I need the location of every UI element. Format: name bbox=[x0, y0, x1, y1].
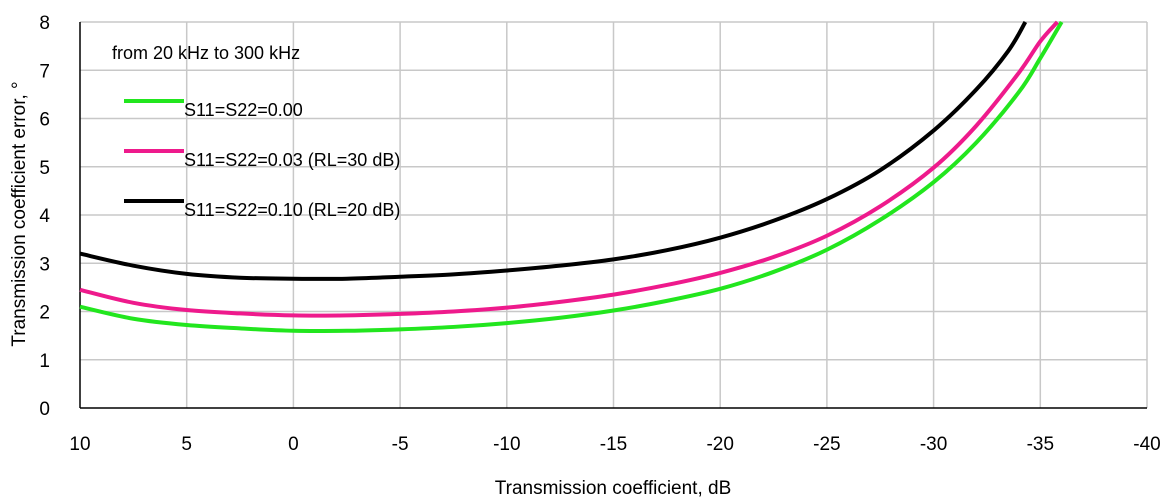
x-tick-label: 10 bbox=[69, 434, 90, 455]
x-tick-label: -10 bbox=[493, 434, 520, 455]
series-s11-s22-0-00-line bbox=[79, 20, 1064, 334]
data-series bbox=[79, 20, 1064, 334]
legend-label-s10: S11=S22=0.10 (RL=20 dB) bbox=[184, 200, 400, 220]
axes bbox=[79, 22, 1147, 409]
y-tick-label: 3 bbox=[39, 254, 50, 275]
legend-label-s00: S11=S22=0.00 bbox=[184, 100, 303, 120]
y-tick-label: 1 bbox=[39, 351, 50, 372]
y-tick-labels: 0 1 2 3 4 5 6 7 8 bbox=[39, 13, 50, 420]
y-tick-label: 6 bbox=[39, 110, 50, 131]
x-tick-label: 5 bbox=[181, 434, 192, 455]
gridlines bbox=[80, 21, 1148, 408]
y-axis-title: Transmission coefficient error, ° bbox=[9, 81, 30, 346]
x-tick-label: -25 bbox=[813, 434, 840, 455]
x-tick-label: 0 bbox=[288, 434, 299, 455]
x-tick-label: -40 bbox=[1133, 434, 1160, 455]
y-tick-label: 0 bbox=[39, 399, 50, 420]
x-tick-label: -5 bbox=[392, 434, 409, 455]
y-tick-label: 2 bbox=[39, 303, 50, 324]
x-tick-label: -20 bbox=[706, 434, 733, 455]
legend: S11=S22=0.00 S11=S22=0.03 (RL=30 dB) S11… bbox=[124, 99, 400, 220]
x-tick-labels: 10 5 0 -5 -10 -15 -20 -25 -30 -35 -40 bbox=[69, 434, 1160, 455]
legend-label-s03: S11=S22=0.03 (RL=30 dB) bbox=[184, 150, 400, 170]
x-tick-label: -30 bbox=[920, 434, 947, 455]
y-tick-label: 8 bbox=[39, 13, 50, 34]
x-tick-label: -15 bbox=[600, 434, 627, 455]
y-tick-label: 4 bbox=[39, 206, 50, 227]
frequency-range-annotation: from 20 kHz to 300 kHz bbox=[112, 43, 300, 63]
x-axis-title: Transmission coefficient, dB bbox=[495, 478, 732, 499]
y-tick-label: 7 bbox=[39, 61, 50, 82]
y-tick-label: 5 bbox=[39, 158, 50, 179]
series-s11-s22-0-03-line bbox=[79, 20, 1059, 318]
series-s11-s22-0-10-line bbox=[79, 20, 1028, 281]
x-tick-label: -35 bbox=[1027, 434, 1054, 455]
